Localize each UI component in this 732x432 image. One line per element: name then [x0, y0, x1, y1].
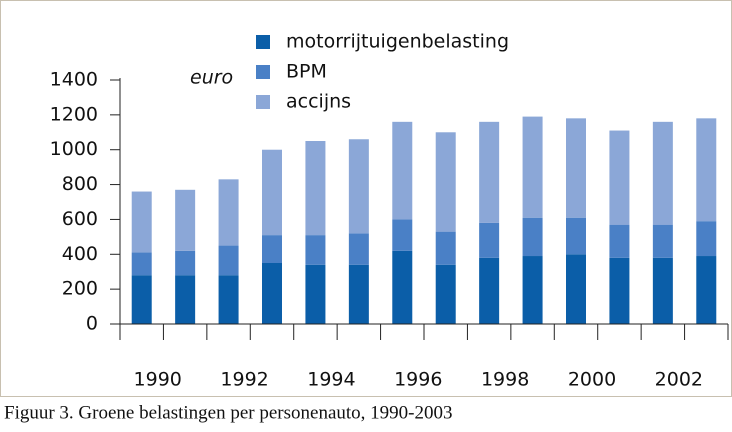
y-tick-label: 1400 — [50, 69, 98, 91]
x-tick-label: 1998 — [481, 369, 529, 391]
y-tick-label: 600 — [62, 208, 98, 230]
x-tick-label: 2000 — [568, 369, 616, 391]
x-tick-label: 1992 — [220, 369, 268, 391]
bar-segment — [522, 116, 543, 218]
bar-segment — [348, 233, 369, 265]
bar-segment — [262, 235, 282, 263]
bar-segment — [392, 250, 413, 324]
bar-segment — [609, 130, 630, 225]
x-tick-label: 1994 — [307, 369, 355, 391]
bar-segment — [696, 221, 717, 257]
bar-segment — [696, 118, 717, 222]
y-tick-label: 1000 — [50, 138, 98, 160]
legend-swatch — [256, 65, 270, 79]
bar-segment — [566, 254, 586, 324]
legend-label: accijns — [286, 91, 351, 113]
bar-segment — [175, 275, 196, 324]
y-tick-label: 800 — [62, 173, 98, 195]
caption: Figuur 3. Groene belastingen per persone… — [4, 402, 453, 423]
y-tick-label: 400 — [62, 243, 98, 265]
y-tick-label: 1200 — [50, 103, 98, 125]
bar-segment — [479, 222, 500, 258]
y-tick-label: 0 — [86, 313, 98, 335]
bar-segment — [392, 121, 413, 220]
bar-segment — [609, 257, 630, 324]
bar-segment — [218, 179, 239, 246]
legend-label: motorrijtuigenbelasting — [286, 31, 509, 53]
bar-segment — [348, 139, 369, 234]
bar-segment — [522, 217, 543, 257]
y-tick-label: 200 — [62, 278, 98, 300]
bar-segment — [696, 256, 717, 324]
bar-segment — [262, 149, 282, 236]
legend-swatch — [256, 35, 270, 49]
bar-segment — [305, 141, 326, 236]
bar-segment — [218, 245, 239, 276]
x-tick-label: 2002 — [655, 369, 703, 391]
bar-segment — [609, 224, 630, 258]
bar-segment — [435, 132, 456, 232]
bar-segment — [131, 252, 152, 276]
bar-segment — [652, 224, 673, 258]
x-tick-label: 1990 — [134, 369, 182, 391]
bar-segment — [522, 256, 543, 324]
bar-segment — [175, 250, 196, 276]
bar-segment — [392, 219, 413, 251]
bar-segment — [566, 217, 586, 255]
bar-segment — [348, 264, 369, 324]
legend-swatch — [256, 95, 270, 109]
bar-segment — [435, 231, 456, 265]
bar-segment — [566, 118, 586, 218]
bar-segment — [262, 263, 282, 324]
bar-segment — [479, 121, 500, 223]
bar-segment — [175, 189, 196, 251]
bar-segment — [652, 257, 673, 324]
bar-segment — [131, 275, 152, 324]
x-tick-label: 1996 — [394, 369, 442, 391]
bar-segment — [218, 275, 239, 324]
bar-segment — [479, 257, 500, 324]
legend-label: BPM — [286, 61, 327, 83]
bar-segment — [652, 121, 673, 225]
bar-segment — [305, 264, 326, 324]
y-axis-label: euro — [190, 67, 233, 89]
bar-segment — [305, 235, 326, 265]
bar-segment — [435, 264, 456, 324]
bar-segment — [131, 191, 152, 253]
